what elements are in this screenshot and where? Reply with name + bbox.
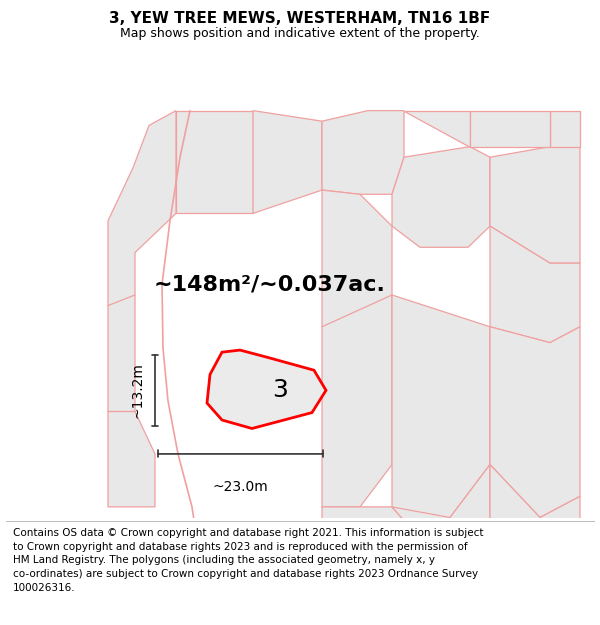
Text: ~23.0m: ~23.0m <box>212 479 268 494</box>
Polygon shape <box>392 295 490 539</box>
Polygon shape <box>322 111 404 194</box>
Polygon shape <box>108 295 135 411</box>
Polygon shape <box>108 111 176 306</box>
Text: ~13.2m: ~13.2m <box>130 362 144 418</box>
Text: ~148m²/~0.037ac.: ~148m²/~0.037ac. <box>154 274 386 294</box>
Text: 3: 3 <box>272 378 288 402</box>
Polygon shape <box>253 111 322 213</box>
Polygon shape <box>490 226 580 342</box>
Text: 3, YEW TREE MEWS, WESTERHAM, TN16 1BF: 3, YEW TREE MEWS, WESTERHAM, TN16 1BF <box>109 11 491 26</box>
Polygon shape <box>490 327 580 518</box>
Polygon shape <box>470 111 550 147</box>
Polygon shape <box>550 111 580 147</box>
Polygon shape <box>392 147 490 248</box>
Polygon shape <box>404 111 470 147</box>
Polygon shape <box>322 507 420 571</box>
Polygon shape <box>392 464 490 560</box>
Text: Map shows position and indicative extent of the property.: Map shows position and indicative extent… <box>120 27 480 40</box>
Polygon shape <box>490 147 580 263</box>
Polygon shape <box>108 411 155 507</box>
Polygon shape <box>207 350 326 429</box>
Text: Contains OS data © Crown copyright and database right 2021. This information is : Contains OS data © Crown copyright and d… <box>13 528 484 592</box>
Polygon shape <box>176 111 253 213</box>
Polygon shape <box>490 464 580 560</box>
Polygon shape <box>322 190 392 327</box>
Polygon shape <box>322 295 392 507</box>
